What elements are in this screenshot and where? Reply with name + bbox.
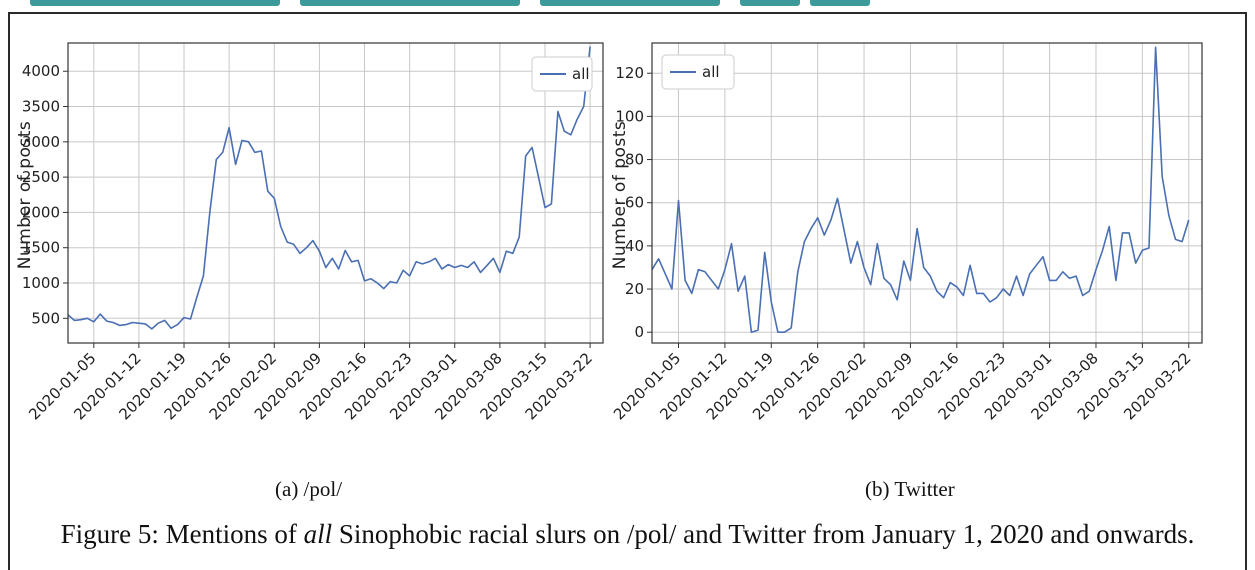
y-tick-label: 0 — [634, 323, 644, 341]
subcaption-b: (b) Twitter — [865, 477, 955, 501]
y-axis-label: Number of posts — [610, 121, 630, 270]
accent-segment — [540, 0, 720, 6]
header-accent-bar — [0, 0, 1255, 10]
y-tick-label: 3000 — [22, 133, 60, 151]
accent-segment — [30, 0, 280, 6]
legend: all — [531, 56, 593, 92]
legend-label: all — [702, 63, 720, 81]
y-axis-label: Number of posts — [15, 121, 35, 270]
y-tick-label: 2500 — [22, 168, 60, 186]
caption-emphasis: all — [303, 519, 333, 549]
series-line-all — [651, 46, 1190, 334]
accent-segment — [810, 0, 870, 6]
y-tick-label: 40 — [625, 237, 644, 255]
y-tick-label: 3500 — [22, 98, 60, 116]
plot-frame — [651, 42, 1203, 344]
chart-pol: 50010001500200025003000350040002020-01-0… — [15, 42, 604, 423]
y-tick-label: 1500 — [22, 239, 60, 257]
legend: all — [661, 54, 735, 90]
legend-label: all — [572, 65, 590, 83]
y-tick-label: 1000 — [22, 274, 60, 292]
accent-segment — [300, 0, 520, 6]
caption-suffix: Sinophobic racial slurs on /pol/ and Twi… — [332, 519, 1195, 549]
y-tick-label: 80 — [625, 151, 644, 169]
y-tick-label: 4000 — [22, 62, 60, 80]
plot-frame — [67, 42, 604, 344]
figure-caption: Figure 5: Mentions of all Sinophobic rac… — [0, 519, 1255, 550]
y-tick-label: 2000 — [22, 203, 60, 221]
y-tick-label: 60 — [625, 194, 644, 212]
figure-frame — [8, 12, 1247, 570]
y-tick-label: 120 — [615, 64, 644, 82]
y-tick-label: 20 — [625, 280, 644, 298]
series-line-all — [67, 46, 591, 330]
y-tick-label: 500 — [31, 309, 60, 327]
legend-box — [661, 54, 735, 90]
chart-twitter: 0204060801001202020-01-052020-01-122020-… — [610, 42, 1203, 423]
subcaption-a: (a) /pol/ — [275, 477, 343, 501]
caption-prefix: Figure 5: Mentions of — [60, 519, 304, 549]
accent-segment — [740, 0, 800, 6]
y-tick-label: 100 — [615, 107, 644, 125]
